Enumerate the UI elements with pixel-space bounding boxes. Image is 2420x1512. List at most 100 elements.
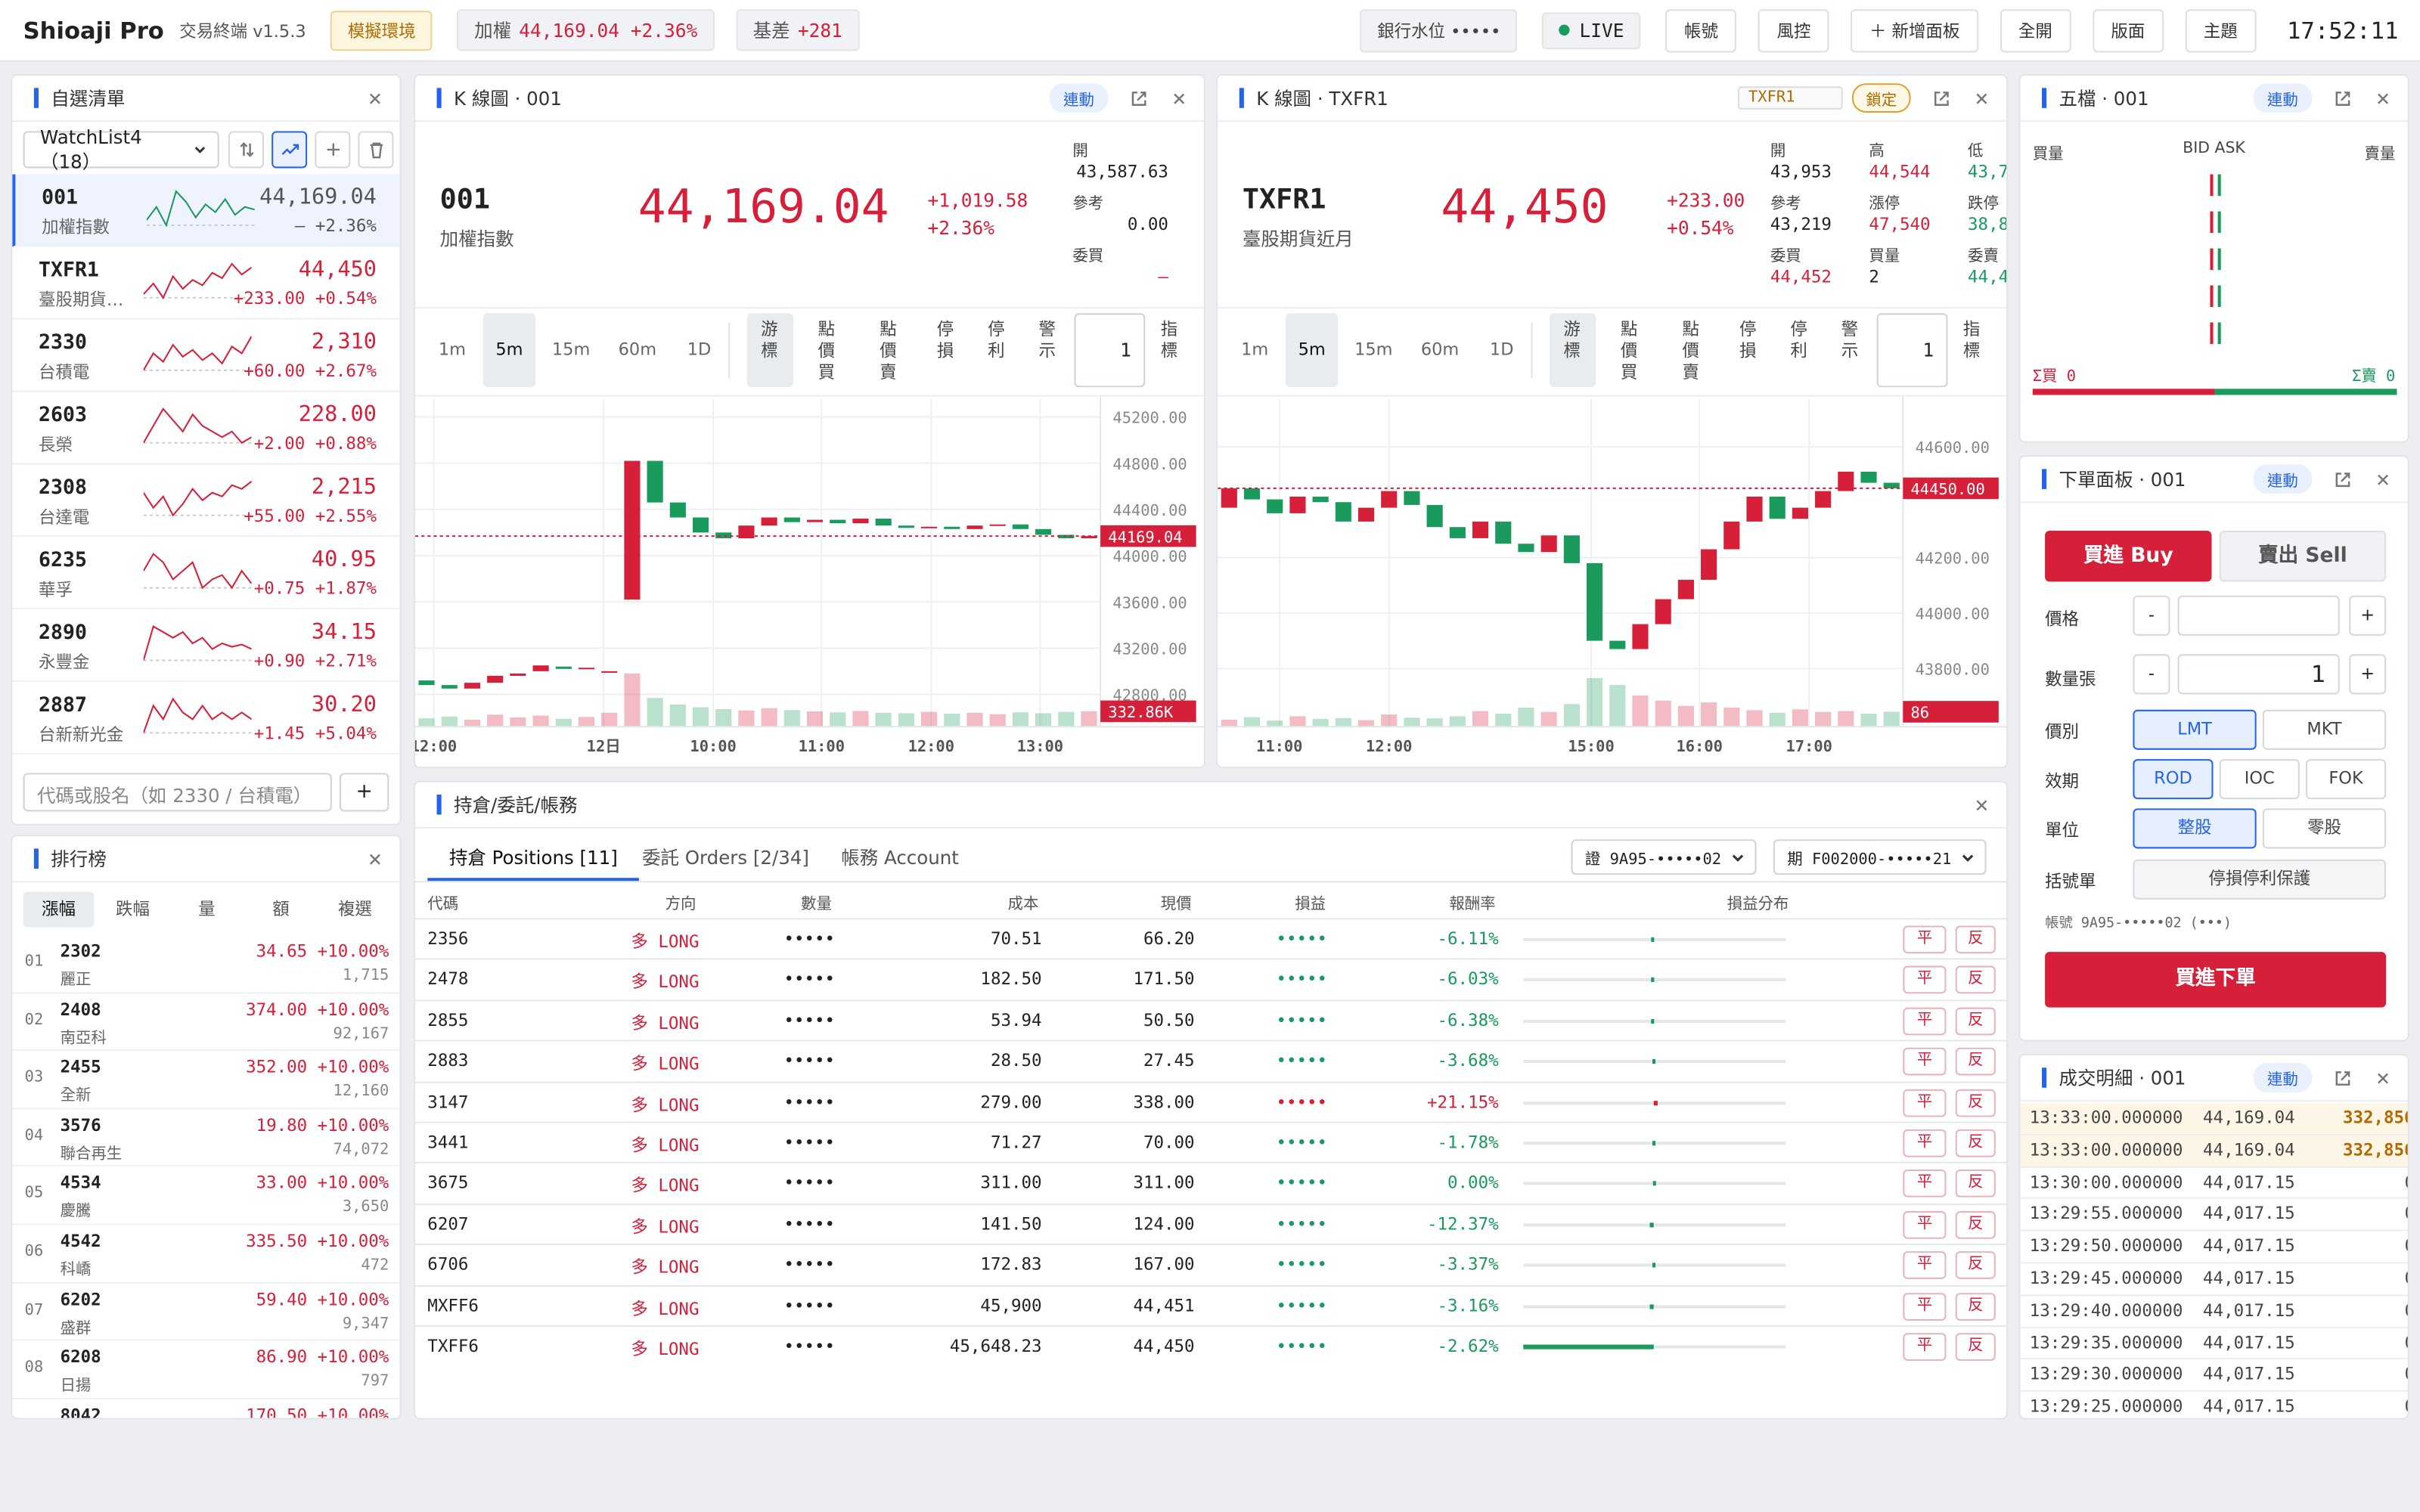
field-box[interactable]: 1 (2177, 654, 2340, 695)
close-icon[interactable] (1170, 88, 1188, 107)
close-button[interactable]: 平 (1903, 1088, 1947, 1117)
timeframe-button[interactable]: 5m (1286, 313, 1339, 388)
tool-button[interactable] (315, 131, 351, 169)
close-button[interactable]: 平 (1903, 1333, 1947, 1361)
rank-row[interactable]: 03 2455 全新 352.00 +10.00% 12,160 (12, 1051, 400, 1109)
ext-icon[interactable] (2334, 88, 2352, 107)
tool-toggle[interactable]: 游標 (1549, 313, 1596, 388)
qty-input[interactable]: 1 (1876, 313, 1948, 388)
rank-tab[interactable]: 漲幅 (23, 891, 95, 928)
pill[interactable]: 連動 (1049, 83, 1109, 113)
tool-toggle[interactable]: 點價賣 (880, 319, 897, 383)
ext-icon[interactable] (1130, 88, 1148, 107)
field-box[interactable]: 整股 (2133, 808, 2257, 849)
tool-toggle[interactable]: 停利 (1790, 319, 1807, 361)
field-box[interactable]: 零股 (2262, 808, 2387, 849)
pill[interactable]: 連動 (2253, 83, 2313, 113)
account-select[interactable]: 證 9A95-•••••02 (1571, 839, 1757, 875)
watch-row[interactable]: 6235 華孚 40.95 +0.75 +1.87% (12, 537, 400, 610)
tool-button[interactable] (358, 131, 394, 169)
close-icon[interactable] (2374, 88, 2392, 107)
close-button[interactable]: 平 (1903, 1048, 1947, 1076)
field-box[interactable]: + (2349, 654, 2387, 695)
rank-row[interactable]: 02 2408 南亞科 374.00 +10.00% 92,167 (12, 993, 400, 1052)
ext-icon[interactable] (1932, 88, 1950, 107)
reverse-button[interactable]: 反 (1955, 1129, 1996, 1157)
rank-row[interactable]: 07 6202 盛群 59.40 +10.00% 9,347 (12, 1283, 400, 1341)
close-button[interactable]: 平 (1903, 1251, 1947, 1280)
watch-row[interactable]: 2330 台積電 2,310 +60.00 +2.67% (12, 319, 400, 392)
account-select[interactable]: 期 F002000-•••••21 (1773, 839, 1987, 875)
timeframe-button[interactable]: 1D (1489, 339, 1514, 360)
rank-tab[interactable]: 複選 (337, 899, 372, 920)
tool-toggle[interactable]: 游標 (746, 313, 793, 388)
sell-tab[interactable]: 賣出 Sell (2219, 531, 2387, 582)
field-box[interactable]: + (2349, 595, 2387, 636)
close-button[interactable]: 平 (1903, 1007, 1947, 1035)
watch-row[interactable]: 2887 台新新光金 30.20 +1.45 +5.04% (12, 682, 400, 754)
tool-toggle[interactable]: 點價買 (818, 319, 836, 383)
list-select[interactable]: WatchList4（18） (23, 125, 219, 172)
positions-tab[interactable]: 帳務 Account (841, 847, 959, 869)
close-icon[interactable] (2374, 469, 2392, 488)
tool-toggle[interactable]: 停損 (1739, 319, 1757, 361)
timeframe-button[interactable]: 1m (438, 339, 467, 360)
field-box[interactable]: FOK (2305, 759, 2387, 800)
timeframe-button[interactable]: 60m (1420, 339, 1460, 360)
watch-row[interactable]: 001 加權指數 44,169.04 — +2.36% (12, 174, 400, 247)
close-button[interactable]: 平 (1903, 925, 1947, 954)
close-icon[interactable] (366, 849, 384, 867)
ext-icon[interactable] (2334, 1068, 2352, 1086)
rank-row[interactable]: 08 6208 日揚 86.90 +10.00% 797 (12, 1341, 400, 1399)
close-icon[interactable] (1972, 795, 1990, 813)
timeframe-button[interactable]: 1D (687, 339, 712, 360)
field-box[interactable]: ROD (2133, 759, 2214, 800)
tool-toggle[interactable]: 停利 (988, 319, 1005, 361)
close-button[interactable]: 平 (1903, 1170, 1947, 1198)
price-input[interactable] (2177, 595, 2340, 636)
reverse-button[interactable]: 反 (1955, 1292, 1996, 1321)
field-box[interactable]: 停損停利保護 (2133, 859, 2387, 900)
header-button[interactable]: ＋ 新增面板 (1851, 8, 1978, 52)
submit-button[interactable]: 買進下單 (2045, 952, 2387, 1008)
rank-tab[interactable]: 跌幅 (116, 899, 150, 920)
field-box[interactable]: MKT (2262, 709, 2387, 750)
header-button[interactable]: 主題 (2185, 8, 2257, 52)
symbol-input[interactable]: TXFR1 (1737, 86, 1843, 110)
tool-button[interactable] (228, 131, 264, 169)
close-icon[interactable] (2374, 1068, 2392, 1086)
rank-row[interactable]: 06 4542 科嶠 335.50 +10.00% 472 (12, 1225, 400, 1284)
rank-tab[interactable]: 額 (272, 899, 290, 920)
reverse-button[interactable]: 反 (1955, 1251, 1996, 1280)
header-button[interactable]: 版面 (2092, 8, 2164, 52)
tool-toggle[interactable]: 警示 (1841, 319, 1859, 361)
pill[interactable]: 連動 (2253, 1063, 2313, 1092)
close-icon[interactable] (1972, 88, 1990, 107)
reverse-button[interactable]: 反 (1955, 1088, 1996, 1117)
reverse-button[interactable]: 反 (1955, 1333, 1996, 1361)
add-button[interactable]: + (339, 773, 389, 812)
positions-tab[interactable]: 持倉 Positions [11] (427, 835, 640, 881)
tool-toggle[interactable]: 點價買 (1620, 319, 1638, 383)
field-box[interactable]: - (2133, 654, 2170, 695)
rank-row[interactable]: 04 3576 聯合再生 19.80 +10.00% 74,072 (12, 1109, 400, 1167)
watch-row[interactable]: 2890 永豐金 34.15 +0.90 +2.71% (12, 609, 400, 683)
watch-row[interactable]: TXFR1 臺股期貨… 44,450 +233.00 +0.54% (12, 247, 400, 320)
field-box[interactable]: LMT (2133, 709, 2257, 750)
tool-toggle[interactable]: 點價賣 (1682, 319, 1699, 383)
close-button[interactable]: 平 (1903, 966, 1947, 995)
reverse-button[interactable]: 反 (1955, 1007, 1996, 1035)
reverse-button[interactable]: 反 (1955, 1210, 1996, 1239)
reverse-button[interactable]: 反 (1955, 1048, 1996, 1076)
indicator-button[interactable]: 指標 (1962, 319, 1981, 361)
search-input[interactable]: 代碼或股名（如 2330 / 台積電） (23, 773, 332, 812)
reverse-button[interactable]: 反 (1955, 1170, 1996, 1198)
timeframe-button[interactable]: 5m (482, 313, 536, 388)
reverse-button[interactable]: 反 (1955, 925, 1996, 954)
field-box[interactable]: IOC (2219, 759, 2300, 800)
reverse-button[interactable]: 反 (1955, 966, 1996, 995)
pill[interactable]: 鎖定 (1851, 83, 1911, 113)
timeframe-button[interactable]: 60m (618, 339, 657, 360)
watch-row[interactable]: 2603 長榮 228.00 +2.00 +0.88% (12, 392, 400, 465)
positions-tab[interactable]: 委託 Orders [2/34] (641, 847, 809, 869)
